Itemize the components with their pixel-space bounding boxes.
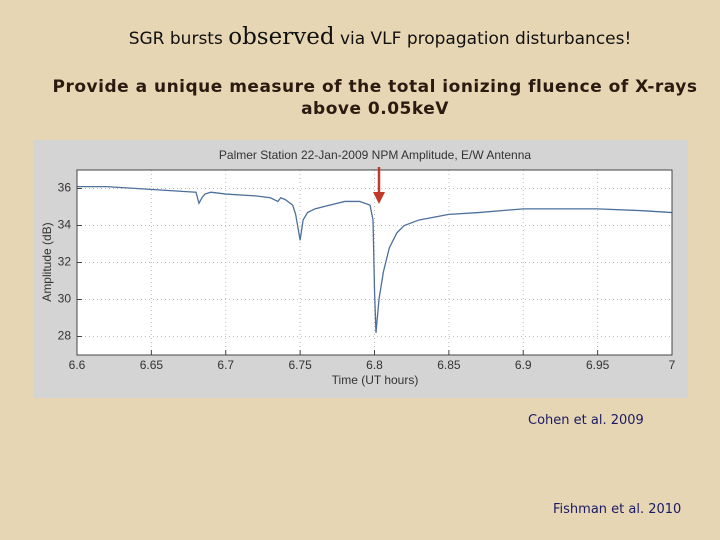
y-tick-label: 34 [58,218,72,232]
x-tick-label: 6.9 [515,358,532,372]
x-tick-label: 6.6 [69,358,86,372]
heading-part: SGR bursts [128,29,229,49]
y-tick-label: 28 [58,329,72,343]
citation: Fishman et al. 2010 [553,502,682,517]
heading: SGR bursts observed via VLF propagation … [0,24,720,50]
x-tick-label: 6.95 [586,358,610,372]
heading-part: observed [228,24,335,50]
y-tick-label: 30 [58,292,72,306]
x-axis-label: Time (UT hours) [332,373,419,387]
arrow-head [373,192,385,204]
citation: Cohen et al. 2009 [528,413,644,428]
x-tick-label: 6.8 [366,358,383,372]
x-tick-label: 6.65 [140,358,164,372]
y-tick-label: 32 [58,255,72,269]
chart-title: Palmer Station 22-Jan-2009 NPM Amplitude… [219,148,531,162]
x-tick-label: 6.7 [217,358,234,372]
x-tick-label: 7 [669,358,676,372]
axes-box [76,169,673,356]
x-tick-label: 6.85 [437,358,461,372]
y-axis-label: Amplitude (dB) [40,222,54,301]
x-tick-label: 6.75 [288,358,312,372]
y-tick-label: 36 [58,181,72,195]
subheading: Provide a unique measure of the total io… [52,77,698,119]
heading-part: via VLF propagation disturbances! [334,29,632,49]
data-line [77,186,673,333]
